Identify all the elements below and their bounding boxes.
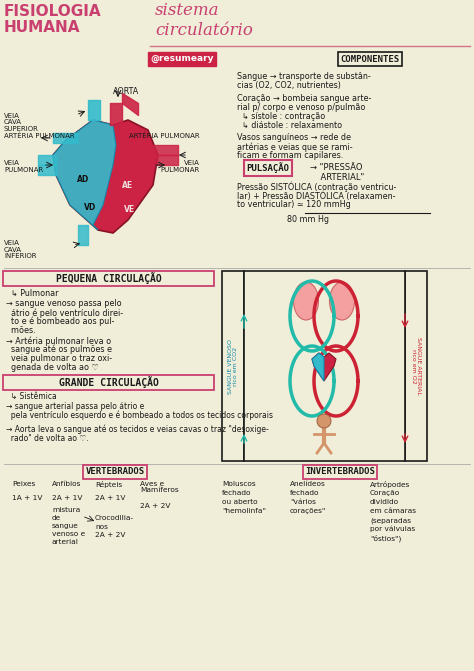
Text: Artrópodes: Artrópodes <box>370 481 410 488</box>
Text: AD: AD <box>77 176 89 185</box>
Text: Crocodilia-: Crocodilia- <box>95 515 134 521</box>
Text: VERTEBRADOS: VERTEBRADOS <box>85 468 145 476</box>
Text: genada de volta ao ♡: genada de volta ao ♡ <box>6 363 99 372</box>
Text: to e é bombeado aos pul-: to e é bombeado aos pul- <box>6 317 114 327</box>
Text: → Aorta leva o sangue até os tecidos e veias cavas o traz "desoxige-: → Aorta leva o sangue até os tecidos e v… <box>6 425 269 435</box>
Text: Moluscos: Moluscos <box>222 481 255 487</box>
Text: de: de <box>52 515 61 521</box>
Text: ARTÉRIA PULMONAR: ARTÉRIA PULMONAR <box>4 133 74 140</box>
Text: → sangue arterial passa pelo átrio e: → sangue arterial passa pelo átrio e <box>6 402 144 411</box>
Text: fechado: fechado <box>222 490 252 496</box>
Text: Vasos sanguíneos → rede de: Vasos sanguíneos → rede de <box>237 133 351 142</box>
Text: ↳ sístole : contração: ↳ sístole : contração <box>237 112 325 121</box>
Text: cias (O2, CO2, nutrientes): cias (O2, CO2, nutrientes) <box>237 81 341 90</box>
Text: to ventricular) ≃ 120 mmHg: to ventricular) ≃ 120 mmHg <box>237 200 351 209</box>
Text: @resumeary: @resumeary <box>150 54 214 64</box>
Text: VEIA
CAVA
INFERIOR: VEIA CAVA INFERIOR <box>4 240 36 259</box>
Polygon shape <box>53 120 158 233</box>
FancyBboxPatch shape <box>244 271 405 461</box>
Text: PEQUENA CIRCULAÇÃO: PEQUENA CIRCULAÇÃO <box>56 272 162 284</box>
Text: Peixes: Peixes <box>12 481 35 487</box>
Text: Répteis: Répteis <box>95 481 122 488</box>
Text: artérias e veias que se rami-: artérias e veias que se rami- <box>237 142 353 152</box>
Text: lar) + Pressão DIASTÓLICA (relaxamen-: lar) + Pressão DIASTÓLICA (relaxamen- <box>237 191 395 201</box>
Text: ficam e formam capilares.: ficam e formam capilares. <box>237 151 343 160</box>
Text: INVERTEBRADOS: INVERTEBRADOS <box>305 468 375 476</box>
Text: "óstios"): "óstios") <box>370 535 401 542</box>
FancyBboxPatch shape <box>3 374 215 389</box>
Text: "hemolinfa": "hemolinfa" <box>222 508 266 514</box>
FancyBboxPatch shape <box>3 270 215 285</box>
Text: 2A + 2V: 2A + 2V <box>95 532 126 538</box>
Text: 80 mm Hg: 80 mm Hg <box>237 215 329 224</box>
Text: FISIOLOGIA
HUMANA: FISIOLOGIA HUMANA <box>4 4 101 35</box>
Text: → "PRESSÃO
    ARTERIAL": → "PRESSÃO ARTERIAL" <box>310 163 364 183</box>
Text: mistura: mistura <box>52 507 80 513</box>
Text: sangue: sangue <box>52 523 79 529</box>
Text: Sangue → transporte de substân-: Sangue → transporte de substân- <box>237 72 371 81</box>
Text: 2A + 1V: 2A + 1V <box>95 495 126 501</box>
FancyBboxPatch shape <box>222 271 244 461</box>
Text: sangue até os pulmões e: sangue até os pulmões e <box>6 345 112 354</box>
Text: PULSAÇÃO: PULSAÇÃO <box>246 162 290 174</box>
Text: Aves e
Mamíferos: Aves e Mamíferos <box>140 481 179 493</box>
Text: por válvulas: por válvulas <box>370 526 415 533</box>
Text: dividido: dividido <box>370 499 399 505</box>
Text: COMPONENTES: COMPONENTES <box>340 54 400 64</box>
Text: Coração: Coração <box>370 490 400 496</box>
Text: "vários: "vários <box>290 499 316 505</box>
Text: SANGUE VENOSO
rico em CO2: SANGUE VENOSO rico em CO2 <box>228 338 238 393</box>
Text: GRANDE CIRCULAÇÃO: GRANDE CIRCULAÇÃO <box>59 376 159 388</box>
Text: Anelídeos: Anelídeos <box>290 481 326 487</box>
Text: pela ventrículo esquerdo e é bombeado a todos os tecidos corporais: pela ventrículo esquerdo e é bombeado a … <box>6 411 273 421</box>
Text: Pressão SISTÓLICA (contração ventricu-: Pressão SISTÓLICA (contração ventricu- <box>237 182 396 193</box>
Text: ou aberto: ou aberto <box>222 499 258 505</box>
Polygon shape <box>312 353 336 381</box>
Text: rial p/ corpo e venoso p/pulmão: rial p/ corpo e venoso p/pulmão <box>237 103 365 112</box>
Text: VEIA
CAVA
SUPERIOR: VEIA CAVA SUPERIOR <box>4 113 39 132</box>
Text: (separadas: (separadas <box>370 517 411 523</box>
Polygon shape <box>312 353 324 381</box>
Text: AORTA: AORTA <box>113 87 139 96</box>
Text: ↳ Sistêmica: ↳ Sistêmica <box>6 392 57 401</box>
Text: Anfíbios: Anfíbios <box>52 481 82 487</box>
Text: VD: VD <box>84 203 96 211</box>
Text: VE: VE <box>125 205 136 215</box>
Text: 2A + 2V: 2A + 2V <box>140 503 170 509</box>
Text: em câmaras: em câmaras <box>370 508 416 514</box>
Text: fechado: fechado <box>290 490 319 496</box>
Text: sistema
circulatório: sistema circulatório <box>155 2 253 39</box>
Polygon shape <box>53 120 116 230</box>
Circle shape <box>317 414 331 428</box>
FancyBboxPatch shape <box>405 271 427 461</box>
Text: Coração → bombeia sangue arte-: Coração → bombeia sangue arte- <box>237 94 371 103</box>
Text: 1A + 1V: 1A + 1V <box>12 495 42 501</box>
Text: arterial: arterial <box>52 539 79 545</box>
Text: VEIA
PULMONAR: VEIA PULMONAR <box>161 160 200 172</box>
Text: venoso e: venoso e <box>52 531 85 537</box>
Text: VEIA
PULMONAR: VEIA PULMONAR <box>4 160 43 172</box>
Text: AE: AE <box>122 180 134 189</box>
Text: SANGUE ARTERIAL
rico em O2: SANGUE ARTERIAL rico em O2 <box>410 337 421 395</box>
Text: átrio é pelo ventrículo direi-: átrio é pelo ventrículo direi- <box>6 308 123 317</box>
Text: ↳ diástole : relaxamento: ↳ diástole : relaxamento <box>237 121 342 130</box>
Text: mões.: mões. <box>6 326 36 335</box>
Text: veia pulmonar o traz oxi-: veia pulmonar o traz oxi- <box>6 354 112 363</box>
Ellipse shape <box>293 282 319 320</box>
Text: corações": corações" <box>290 508 327 514</box>
Text: → Artéria pulmonar leva o: → Artéria pulmonar leva o <box>6 336 111 346</box>
Text: 2A + 1V: 2A + 1V <box>52 495 82 501</box>
Text: ARTÉRIA PULMONAR: ARTÉRIA PULMONAR <box>129 133 200 140</box>
Text: nos: nos <box>95 524 108 530</box>
Text: rado" de volta ao ♡.: rado" de volta ao ♡. <box>6 434 89 443</box>
Ellipse shape <box>329 282 355 320</box>
Text: ↳ Pulmonar: ↳ Pulmonar <box>6 289 58 298</box>
Text: → sangue venoso passa pelo: → sangue venoso passa pelo <box>6 299 122 308</box>
